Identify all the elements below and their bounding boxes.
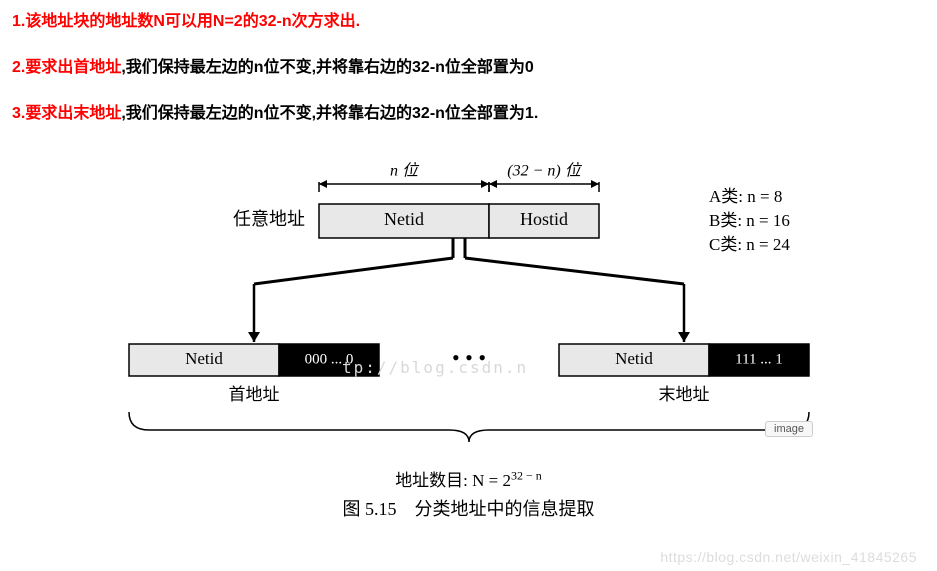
address-count-line: 地址数目: N = 232 − n [12,466,925,491]
svg-text:n 位: n 位 [389,162,419,180]
figure-caption: 图 5.15 分类地址中的信息提取 [12,495,925,521]
svg-text:C类: n = 24: C类: n = 24 [709,235,790,254]
diagram-container: Netid Hostid 任意地址 n 位 (32 − n) 位 A类: n = 8 B类:… [12,148,925,521]
watermark-middle: tp://blog.csdn.n [342,358,528,377]
svg-text:任意地址: 任意地址 [233,209,305,229]
rule-3: 3.要求出末地址,我们保持最左边的n位不变,并将靠右边的32-n位全部置为1. [12,102,925,126]
svg-text:(32 − n) 位: (32 − n) 位 [507,162,582,180]
rule-3-rest: ,我们保持最左边的n位不变,并将靠右边的32-n位全部置为1. [121,105,538,122]
rule-2: 2.要求出首地址,我们保持最左边的n位不变,并将靠右边的32-n位全部置为0 [12,56,925,80]
svg-text:首地址: 首地址 [228,385,279,404]
rule-1: 1.该地址块的地址数N可以用N=2的32-n次方求出. [12,10,925,34]
addr-count-prefix: 地址数目: N = 2 [395,471,511,490]
address-diagram: Netid Hostid 任意地址 n 位 (32 − n) 位 A类: n = 8 B类:… [89,154,849,464]
rule-1-text: 1.该地址块的地址数N可以用N=2的32-n次方求出. [12,13,360,30]
rule-2-rest: ,我们保持最左边的n位不变,并将靠右边的32-n位全部置为0 [121,59,533,76]
svg-text:Netid: Netid [615,349,653,368]
svg-text:Hostid: Hostid [519,209,567,229]
svg-text:111 ... 1: 111 ... 1 [735,351,783,367]
svg-text:末地址: 末地址 [658,385,709,404]
rule-2-num: 2.要求出首地址 [12,59,121,76]
rule-3-num: 3.要求出末地址 [12,105,121,122]
svg-text:Netid: Netid [384,209,424,229]
image-badge: image [765,421,813,437]
svg-text:B类: n = 16: B类: n = 16 [709,211,790,230]
addr-count-exp: 32 − n [511,468,542,482]
watermark-bottom: https://blog.csdn.net/weixin_41845265 [660,549,917,565]
svg-text:A类: n = 8: A类: n = 8 [709,187,782,206]
svg-text:Netid: Netid [185,349,223,368]
